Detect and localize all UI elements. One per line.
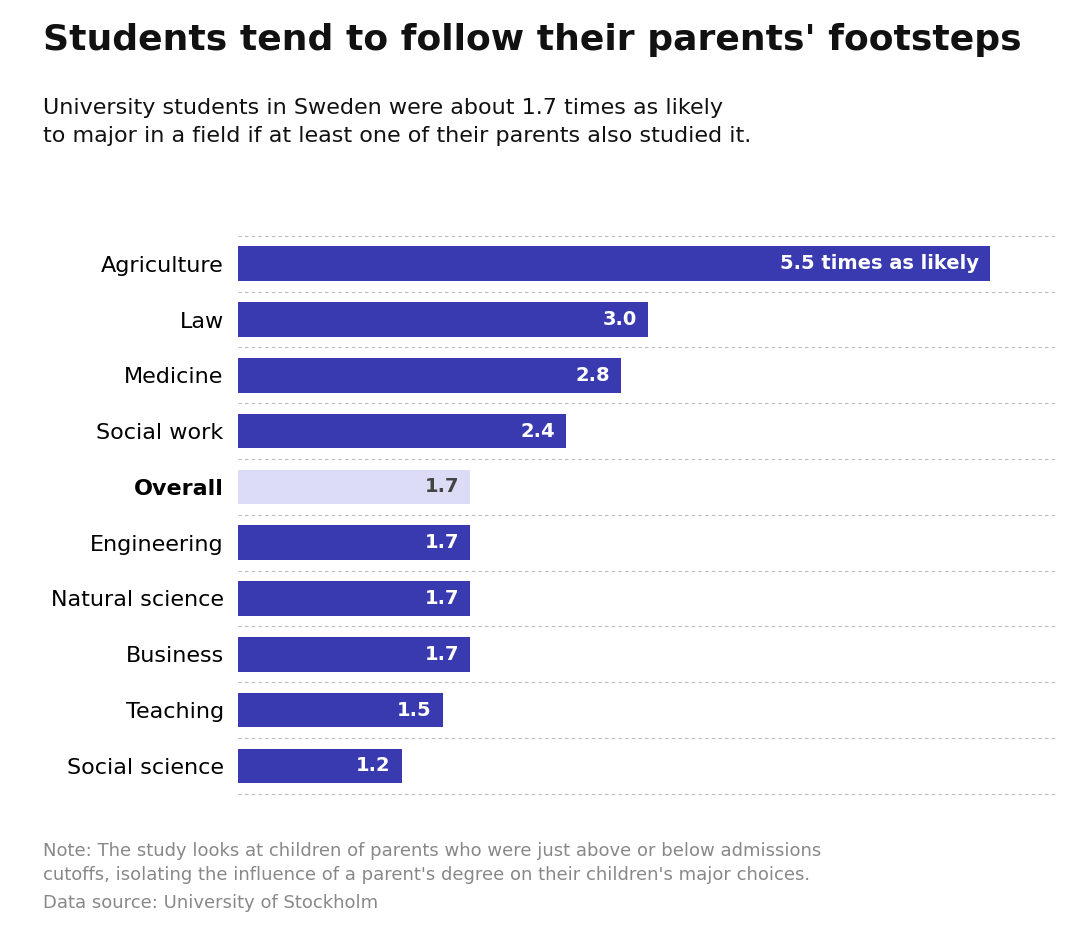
Bar (238, 302, 648, 337)
Bar (238, 414, 566, 448)
Text: 1.7: 1.7 (424, 477, 459, 496)
Text: 2.4: 2.4 (521, 421, 555, 441)
Bar (238, 637, 470, 672)
Bar (238, 358, 621, 392)
Text: 1.7: 1.7 (424, 589, 459, 608)
Bar (238, 246, 990, 281)
Text: Students tend to follow their parents' footsteps: Students tend to follow their parents' f… (43, 23, 1022, 57)
Text: 2.8: 2.8 (575, 366, 610, 385)
Bar (238, 749, 402, 783)
Text: University students in Sweden were about 1.7 times as likely
to major in a field: University students in Sweden were about… (43, 98, 752, 146)
Text: 1.2: 1.2 (356, 756, 391, 775)
Bar (238, 470, 470, 505)
Text: Data source: University of Stockholm: Data source: University of Stockholm (43, 894, 378, 912)
Text: Note: The study looks at children of parents who were just above or below admiss: Note: The study looks at children of par… (43, 842, 822, 884)
Bar (238, 581, 470, 616)
Text: 1.7: 1.7 (424, 645, 459, 664)
Text: 1.7: 1.7 (424, 534, 459, 552)
Bar (238, 693, 443, 727)
Text: 3.0: 3.0 (603, 310, 637, 329)
Text: 5.5 times as likely: 5.5 times as likely (780, 255, 980, 273)
Text: 1.5: 1.5 (397, 701, 432, 720)
Bar (238, 525, 470, 560)
